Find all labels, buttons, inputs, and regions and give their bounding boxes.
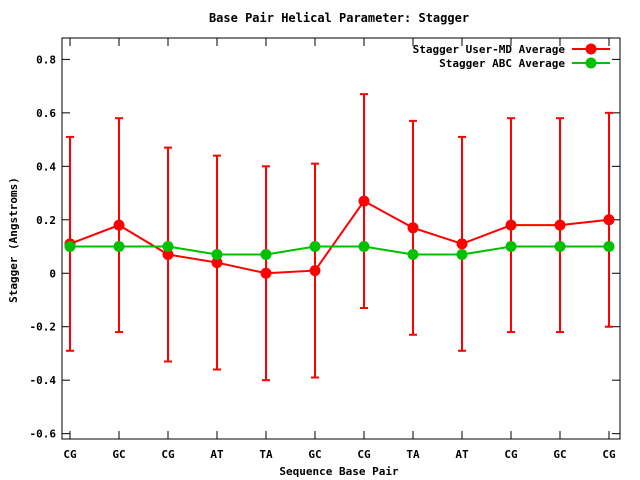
x-tick-label: GC [112,448,125,461]
data-point [554,241,566,253]
data-point [113,219,125,231]
data-point [358,195,370,207]
x-tick-label: GC [308,448,321,461]
data-point [64,241,76,253]
data-point [162,249,174,261]
x-axis-label: Sequence Base Pair [279,465,399,478]
data-point [603,241,615,253]
series-line [70,245,609,256]
legend-label: Stagger ABC Average [439,57,565,70]
legend-label: Stagger User-MD Average [413,43,566,56]
y-tick-label: -0.6 [30,428,57,441]
x-tick-label: CG [602,448,616,461]
data-point [456,249,468,261]
x-tick-label: TA [406,448,420,461]
y-axis-label: Stagger (Angstroms) [7,177,20,303]
data-point [407,222,419,234]
data-point [309,265,321,277]
data-point [505,219,517,231]
y-tick-label: 0.6 [36,107,56,120]
series-layer [64,93,615,382]
x-tick-label: CG [504,448,518,461]
legend-marker [585,43,597,55]
data-point [309,241,321,253]
y-tick-label: 0.2 [36,214,56,227]
data-point [505,241,517,253]
x-tick-label: CG [161,448,175,461]
plot-frame [61,37,621,440]
data-point [162,241,174,253]
y-tick-label: -0.2 [30,321,57,334]
data-point [260,267,272,279]
chart-title: Base Pair Helical Parameter: Stagger [209,11,469,25]
data-point [554,219,566,231]
y-tick-label: 0.4 [36,160,56,173]
data-point [358,241,370,253]
x-tick-label: CG [63,448,77,461]
data-point [603,214,615,226]
legend-marker [585,57,597,69]
y-tick-label: 0.8 [36,53,56,66]
y-tick-label: -0.4 [30,374,57,387]
x-tick-label: GC [553,448,566,461]
data-point [456,238,468,250]
x-tick-label: AT [210,448,224,461]
series-line [69,199,610,275]
data-point [211,249,223,261]
data-point [113,241,125,253]
x-tick-label: CG [357,448,371,461]
y-tick-label: 0 [49,267,56,280]
data-point [260,249,272,261]
x-tick-label: TA [259,448,273,461]
x-tick-label: AT [455,448,469,461]
data-point [211,257,223,269]
series-1 [64,93,615,382]
series-2 [64,241,615,261]
axis-ticks: -0.6 -0.4 -0.2 0 0.2 0.4 0.6 0.8 CG GC CG AT TA GC CG T… [30,38,620,461]
data-point [407,249,419,261]
